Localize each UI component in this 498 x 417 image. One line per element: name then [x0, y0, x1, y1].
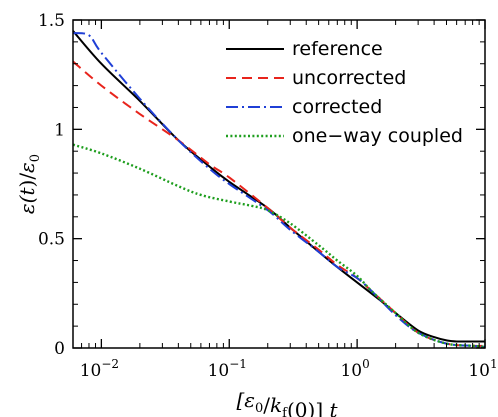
series-line-2	[72, 32, 486, 348]
y-axis-label: ε(t)/ε0	[15, 154, 43, 214]
x-axis-label: [ε0/kf(0)] t	[236, 388, 338, 417]
y-tick-label: 0.5	[38, 230, 65, 250]
x-tick-label: 10−2	[80, 357, 119, 381]
y-tick-label: 1	[54, 120, 65, 140]
y-tick-label: 0	[54, 339, 65, 359]
legend-label-3: one−way coupled	[292, 125, 463, 147]
legend-label-0: reference	[292, 38, 383, 60]
series-line-1	[72, 60, 486, 347]
legend-label-1: uncorrected	[292, 67, 406, 89]
axes	[72, 19, 486, 349]
legend: reference uncorrected corrected one−way cou…	[226, 38, 463, 147]
legend-label-2: corrected	[292, 96, 382, 118]
x-tick-label: 101	[468, 357, 497, 381]
plot-frame	[72, 19, 486, 349]
plot-lines	[72, 30, 486, 349]
series-line-3	[72, 143, 486, 349]
ticks: 0 0.5 1 1.5 10−2 10−1 100 101	[38, 11, 498, 381]
x-tick-label: 100	[340, 357, 369, 381]
axis-labels: [ε0/kf(0)] t ε(t)/ε0	[15, 154, 338, 417]
x-tick-label: 10−1	[208, 357, 247, 381]
y-tick-label: 1.5	[38, 11, 65, 31]
